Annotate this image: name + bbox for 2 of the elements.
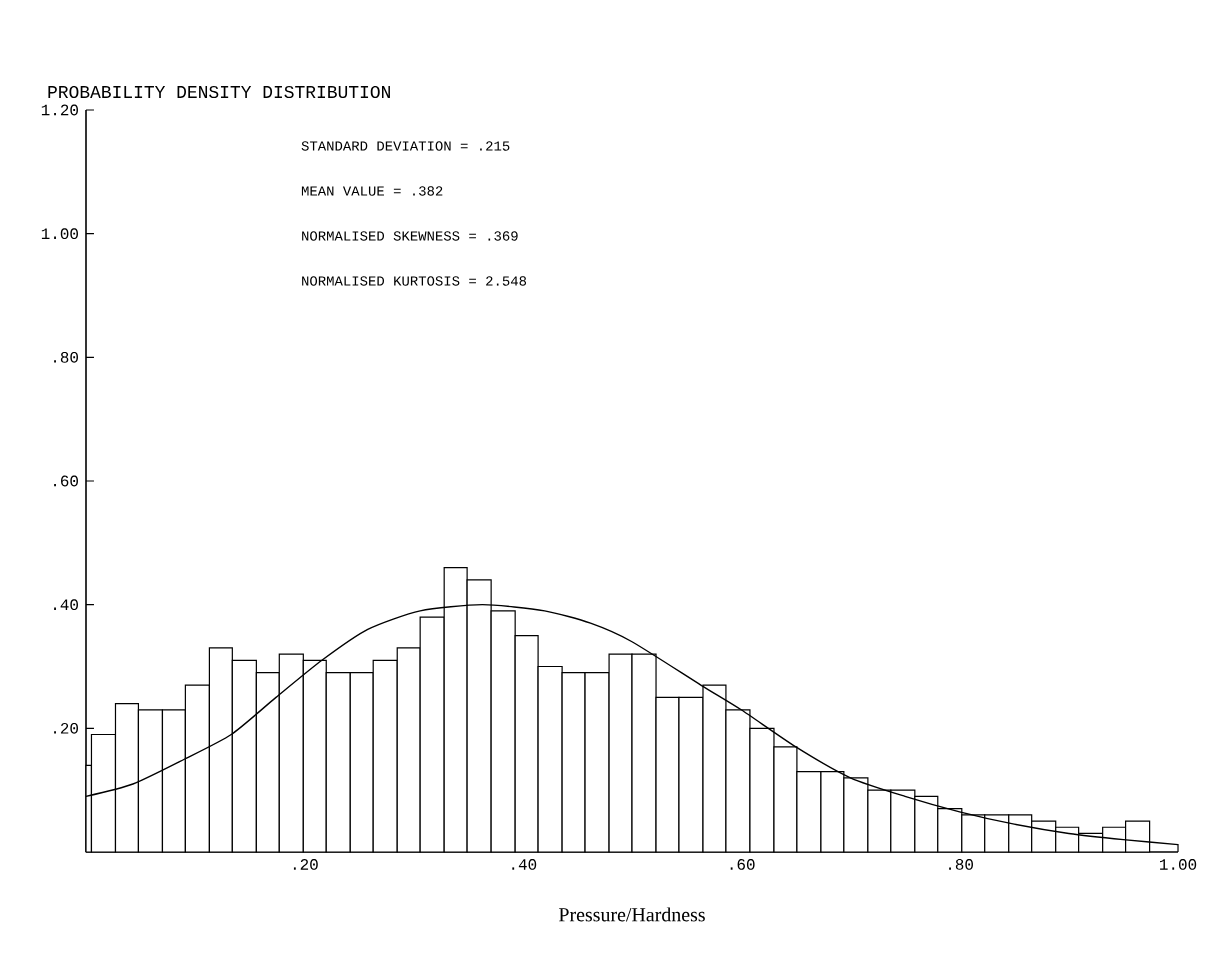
x-axis-title: Pressure/Hardness (558, 907, 705, 922)
chart-title: PROBABILITY DENSITY DISTRIBUTION (48, 85, 390, 99)
